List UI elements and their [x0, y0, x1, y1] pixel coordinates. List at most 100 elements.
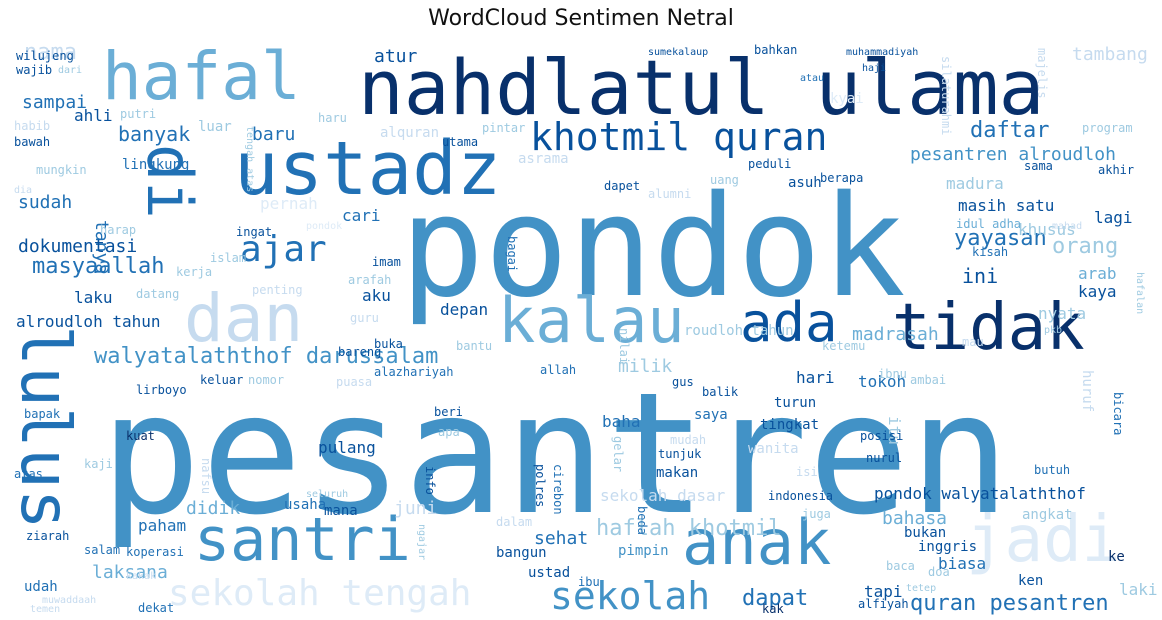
word-sama: sama [1024, 159, 1053, 173]
word-wajib: wajib [16, 63, 53, 77]
word-pondok-walyatalaththof: pondok walyatalaththof [874, 484, 1086, 503]
word-muwaddaah: muwaddaah [42, 595, 97, 606]
word-tengah-atas: tengah atas [244, 126, 255, 193]
word-ngajar: ngajar [416, 524, 427, 561]
word-alazhariyah: alazhariyah [374, 365, 454, 379]
word-berapa: berapa [820, 171, 864, 185]
word-temen: temen [30, 604, 61, 615]
word-pintar: pintar [482, 121, 526, 135]
word-laksana: laksana [92, 562, 168, 583]
word-masih-satu: masih satu [958, 196, 1055, 215]
word-saya: saya [694, 407, 728, 423]
word-utama: utama [442, 135, 479, 149]
word-angkat: angkat [1022, 507, 1073, 523]
word-dan: dan [184, 280, 304, 357]
word-sekolah: sekolah [550, 574, 711, 615]
word-harap: harap [100, 223, 137, 237]
word-alfiyah: alfiyah [858, 597, 909, 611]
word-kak: kak [762, 602, 784, 615]
word-baca: baca [886, 559, 915, 573]
word-gus: gus [672, 375, 694, 389]
word-atau: atau [800, 73, 825, 84]
chart-title: WordCloud Sentimen Netral [428, 6, 734, 31]
word-program: program [1082, 121, 1133, 135]
word-pernah: pernah [260, 194, 318, 213]
word-bagai: bagai [505, 236, 519, 273]
word-kaji: kaji [84, 457, 113, 471]
word-idul-adha: idul adha [956, 217, 1022, 231]
word-yayasan: yayasan [954, 226, 1047, 251]
word-tokoh: tokoh [858, 372, 907, 391]
word-inggris: inggris [918, 539, 978, 555]
word-apa: apa [438, 425, 460, 439]
word-khotmil-quran: khotmil quran [530, 115, 828, 159]
word-kakak: kakak [126, 571, 157, 582]
word-tingkat: tingkat [760, 417, 820, 433]
word-huruf: huruf [1079, 370, 1095, 413]
word-posisi: posisi [860, 429, 904, 443]
word-bareng: bareng [338, 345, 382, 359]
word-baru: baru [252, 124, 296, 145]
word-beda: beda [635, 506, 649, 535]
word-ada: ada [740, 291, 838, 354]
word-kerja: kerja [176, 265, 213, 279]
word-sekolah-dasar: sekolah dasar [600, 486, 726, 505]
word-akhir: akhir [1098, 163, 1135, 177]
word-gelar: gelar [611, 436, 625, 473]
word-wilujeng: wilujeng [16, 49, 74, 63]
word-nilai: nilai [617, 328, 631, 365]
word-madrasah: madrasah [852, 324, 939, 345]
word-balik: balik [702, 385, 739, 399]
word-guru: guru [350, 311, 379, 325]
word-alumni: alumni [648, 187, 692, 201]
word-banyak: banyak [118, 122, 191, 146]
word-khusus: khusus [1018, 220, 1076, 239]
word-juni: juni [394, 498, 438, 519]
word-islam: islam [210, 251, 247, 265]
word-mudah: mudah [670, 433, 707, 447]
word-haru: haru [318, 111, 347, 125]
word-ken: ken [1018, 573, 1044, 589]
word-imam: imam [372, 255, 401, 269]
word-dia: dia [14, 185, 33, 196]
word-koperasi: koperasi [126, 545, 184, 559]
word-bawah: bawah [14, 135, 51, 149]
word-cirebon: cirebon [551, 464, 565, 515]
word-majelis: majelis [1035, 48, 1049, 99]
word-sekolah-tengah: sekolah tengah [168, 573, 472, 614]
word-tambang: tambang [1072, 44, 1148, 65]
word-indonesia: indonesia [768, 489, 834, 503]
word-santri: santri [194, 505, 411, 575]
word-atur: atur [374, 46, 418, 67]
word-kalau: kalau [498, 284, 685, 357]
word-pkb: pkb [1044, 325, 1063, 336]
word-walyatalaththof-darussalam: walyatalaththof darussalam [94, 344, 439, 369]
word-di: di [133, 144, 206, 219]
word-nama: nama [24, 40, 77, 65]
word-bantu: bantu [456, 339, 493, 353]
word-ingat: ingat [236, 225, 273, 239]
word-lingkung: lingkung [122, 157, 190, 173]
word-luar: luar [198, 119, 232, 135]
word-lulus: lulus [8, 325, 84, 530]
word-nahdlatul-ulama: nahdlatul ulama [358, 43, 1045, 132]
word-biasa: biasa [938, 554, 987, 573]
word-daftar: daftar [970, 118, 1050, 143]
word-salam: salam [84, 543, 121, 557]
word-puasa: puasa [336, 375, 373, 389]
word-uang: uang [710, 173, 739, 187]
word-ke: ke [1108, 549, 1125, 565]
word-hafal: hafal [102, 40, 301, 115]
word-isi: isi [796, 465, 818, 479]
word-wanita: wanita [748, 441, 799, 457]
word-keluar: keluar [200, 373, 244, 387]
word-pondok: pondok [400, 166, 906, 329]
word-dokumentasi: dokumentasi [18, 236, 138, 257]
word-pimpin: pimpin [618, 543, 669, 559]
word-mau: mau [962, 335, 984, 349]
word-bangun: bangun [496, 545, 547, 561]
word-habib: habib [14, 119, 51, 133]
word-sumekalaup: sumekalaup [648, 47, 709, 58]
word-mahad: mahad [1052, 221, 1083, 232]
word-makan: makan [656, 465, 699, 481]
